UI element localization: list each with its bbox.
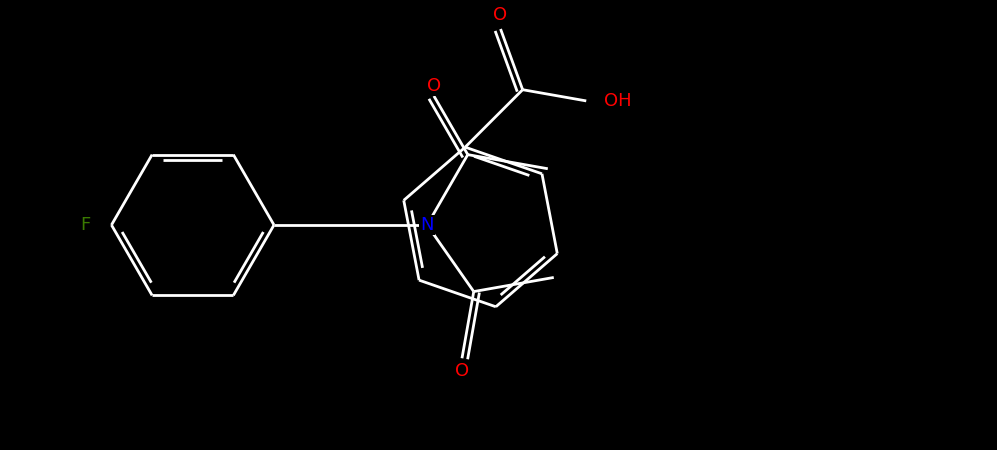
- Text: O: O: [427, 76, 441, 94]
- Text: F: F: [81, 216, 91, 234]
- Text: O: O: [455, 362, 469, 380]
- Text: N: N: [421, 216, 434, 234]
- Text: O: O: [494, 6, 507, 24]
- Text: OH: OH: [604, 92, 631, 110]
